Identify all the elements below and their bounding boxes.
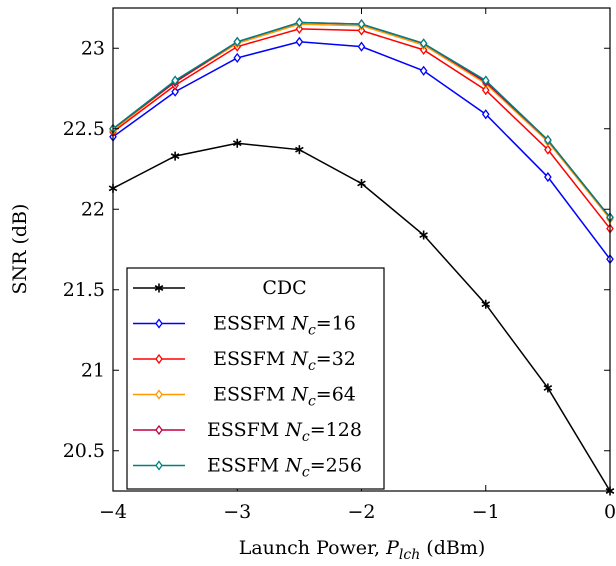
legend-marker (154, 283, 164, 293)
data-point (481, 75, 490, 86)
data-point (544, 171, 552, 183)
x-tick-label: −1 (472, 501, 500, 523)
data-point (170, 151, 180, 161)
legend-entry: ESSFM Nc=64 (133, 384, 356, 410)
y-tick-label: 22 (81, 198, 105, 220)
data-point (295, 17, 304, 28)
legend-marker (155, 318, 163, 329)
y-tick-label: 22.5 (63, 118, 105, 140)
data-point (357, 19, 366, 30)
data-point (544, 144, 552, 155)
legend-marker (155, 389, 163, 400)
data-point (233, 36, 242, 47)
data-point (481, 299, 491, 309)
data-point (481, 85, 490, 96)
legend-marker (155, 460, 163, 471)
legend-box (126, 267, 385, 490)
legend-marker (155, 424, 163, 436)
series-line (112, 23, 611, 220)
axis-ticks (112, 8, 611, 491)
x-tick-label: −2 (347, 501, 375, 523)
legend-label: ESSFM Nc=128 (207, 419, 362, 445)
x-axis-label: Launch Power, Plch (dBm) (239, 537, 486, 563)
y-tick-label: 21 (81, 359, 105, 381)
legend-label: CDC (262, 277, 306, 299)
data-point (357, 41, 366, 52)
legend: CDC ESSFM Nc=16 ESSFM Nc=32 ESSFM Nc=64 ESSF… (126, 267, 385, 490)
x-axis-label-text: Launch Power, (239, 537, 386, 559)
data-point (419, 38, 428, 49)
legend-entry: ESSFM Nc=32 (133, 348, 356, 374)
legend-label: ESSFM Nc=64 (213, 384, 356, 410)
x-tick-label: 0 (604, 501, 616, 523)
data-point (357, 178, 366, 188)
legend-label: ESSFM Nc=256 (207, 455, 362, 481)
x-tick-label: −4 (99, 501, 127, 523)
data-point (295, 145, 304, 155)
data-point (544, 134, 552, 146)
legend-entry: CDC (133, 277, 307, 299)
y-tick-label: 21.5 (63, 279, 105, 301)
data-point (543, 383, 553, 393)
series-2 (109, 23, 614, 234)
data-point (295, 36, 304, 47)
axis-tick-labels: −4 −3 −2 −1 0 20.5 21 21.5 22 22.5 23 (63, 37, 616, 523)
legend-entry: ESSFM Nc=16 (133, 313, 356, 339)
data-point (481, 109, 490, 120)
series-0 (108, 138, 615, 496)
data-point (233, 52, 242, 63)
legend-entry: ESSFM Nc=256 (133, 455, 362, 481)
data-point (419, 65, 428, 76)
data-point (419, 230, 428, 240)
data-point (171, 75, 179, 86)
data-point (232, 138, 242, 148)
legend-label: ESSFM Nc=32 (213, 348, 356, 374)
legend-entry: ESSFM Nc=128 (133, 419, 362, 445)
y-axis-label: SNR (dB) (9, 204, 31, 295)
x-tick-label: −3 (223, 501, 251, 523)
series-5 (109, 17, 614, 223)
plot-lines (108, 17, 615, 496)
x-axis-label-unit: (dBm) (420, 537, 485, 559)
legend-label: ESSFM Nc=16 (213, 313, 356, 339)
series-1 (109, 36, 614, 265)
x-axis-label-symbol: P (385, 537, 400, 559)
legend-marker (155, 353, 163, 365)
y-tick-label: 20.5 (63, 440, 105, 462)
y-tick-label: 23 (81, 37, 105, 59)
data-point (171, 86, 179, 97)
x-axis-label-subscript: lch (399, 547, 420, 563)
